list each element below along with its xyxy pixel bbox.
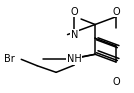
- Text: N: N: [71, 30, 78, 40]
- Text: O: O: [112, 7, 120, 17]
- Text: O: O: [112, 77, 120, 87]
- Text: O: O: [70, 7, 78, 17]
- Text: NH: NH: [67, 54, 82, 64]
- Text: Br: Br: [4, 54, 15, 64]
